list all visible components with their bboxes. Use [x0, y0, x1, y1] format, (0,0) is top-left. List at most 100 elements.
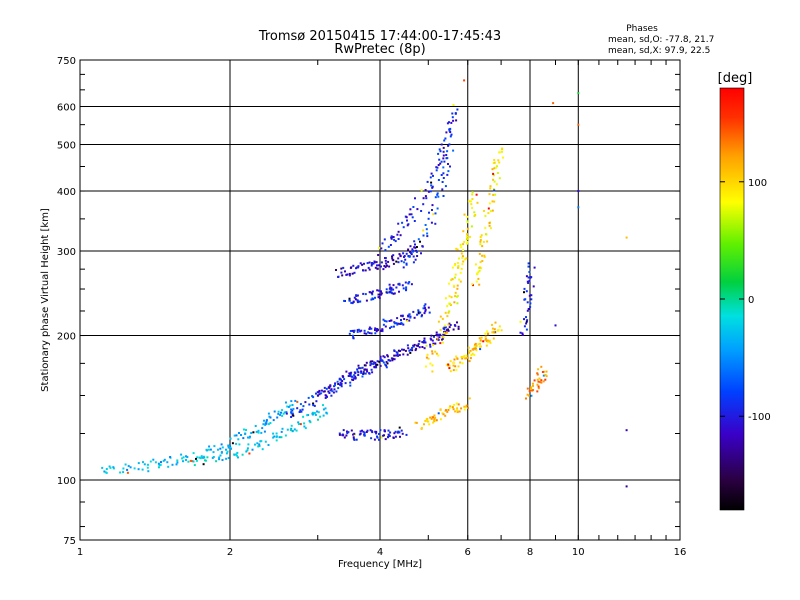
echo-point	[373, 261, 376, 264]
echo-point	[127, 465, 130, 467]
echo-point	[300, 410, 303, 413]
echo-point	[446, 329, 449, 331]
echo-point	[489, 187, 492, 190]
echo-point	[435, 352, 438, 355]
echo-point	[263, 419, 265, 422]
echo-point	[435, 169, 438, 172]
echo-point	[481, 254, 484, 257]
echo-point	[452, 284, 455, 287]
echo-point	[286, 428, 289, 431]
echo-point	[409, 351, 412, 354]
echo-point	[340, 271, 343, 274]
echo-point	[400, 260, 403, 263]
echo-point	[432, 416, 434, 419]
echo-point	[434, 350, 437, 353]
echo-point	[404, 258, 407, 261]
echo-point	[390, 325, 393, 328]
echo-point	[402, 353, 405, 356]
echo-point	[406, 219, 408, 222]
echo-point	[182, 460, 184, 463]
echo-point	[359, 300, 362, 303]
echo-point	[437, 354, 440, 357]
echo-point	[449, 324, 452, 326]
echo-point	[497, 329, 500, 331]
echo-point	[429, 190, 432, 193]
echo-point	[221, 446, 224, 449]
echo-point	[356, 299, 359, 302]
echo-point	[390, 287, 393, 290]
echo-point	[217, 448, 219, 451]
echo-point	[468, 360, 471, 363]
echo-point	[460, 267, 463, 270]
echo-point	[221, 459, 224, 461]
echo-point	[236, 451, 239, 454]
echo-point	[353, 271, 356, 274]
echo-point	[370, 298, 373, 301]
echo-point	[299, 403, 302, 406]
echo-point	[454, 295, 457, 298]
echo-point	[447, 311, 450, 314]
echo-point	[393, 358, 396, 361]
echo-point	[388, 435, 391, 437]
echo-point	[291, 404, 294, 406]
echo-point	[536, 373, 539, 376]
echo-point	[459, 280, 462, 283]
echo-point	[332, 391, 335, 394]
echo-point	[411, 250, 414, 253]
echo-point	[277, 412, 280, 415]
echo-point	[445, 131, 448, 134]
echo-point	[388, 287, 391, 290]
echo-point	[442, 150, 445, 153]
echo-point	[431, 370, 434, 373]
echo-point	[498, 325, 501, 328]
echo-point	[397, 261, 400, 264]
echo-point	[426, 180, 429, 183]
echo-point	[227, 446, 230, 449]
echo-point	[427, 190, 430, 193]
echo-point	[255, 430, 258, 433]
echo-point	[452, 408, 455, 411]
echo-point	[459, 271, 462, 274]
echo-point	[455, 369, 458, 372]
echo-point	[387, 245, 390, 248]
echo-point	[298, 423, 300, 425]
echo-point	[330, 388, 333, 391]
echo-point	[371, 293, 374, 296]
echo-point	[477, 277, 480, 280]
echo-point	[149, 460, 152, 463]
echo-point	[445, 363, 448, 366]
echo-point	[352, 337, 355, 340]
echo-point	[466, 220, 469, 223]
echo-point	[386, 354, 389, 357]
echo-point	[526, 309, 529, 312]
echo-point	[393, 432, 396, 435]
echo-point	[527, 282, 530, 284]
echo-point	[466, 233, 469, 236]
echo-point	[432, 213, 435, 216]
echo-point	[411, 248, 414, 251]
echo-point	[205, 448, 208, 451]
echo-point	[481, 245, 484, 248]
echo-point	[436, 166, 439, 169]
echo-point	[348, 299, 351, 302]
echo-point	[483, 254, 486, 257]
echo-point	[453, 358, 456, 361]
echo-point	[454, 273, 457, 276]
echo-point	[521, 333, 524, 336]
echo-point	[449, 165, 451, 168]
echo-point	[392, 292, 395, 295]
echo-point	[478, 337, 481, 340]
echo-point	[483, 209, 485, 212]
echo-point	[418, 346, 421, 349]
echo-point	[378, 289, 380, 292]
echo-point	[447, 163, 449, 165]
echo-point	[268, 415, 271, 418]
echo-point	[385, 366, 388, 369]
echo-point	[449, 360, 452, 363]
echo-point	[480, 234, 483, 237]
echo-point	[489, 185, 492, 188]
echo-point	[434, 416, 437, 419]
echo-point	[434, 196, 437, 199]
echo-point	[432, 344, 435, 347]
echo-point	[453, 301, 456, 304]
